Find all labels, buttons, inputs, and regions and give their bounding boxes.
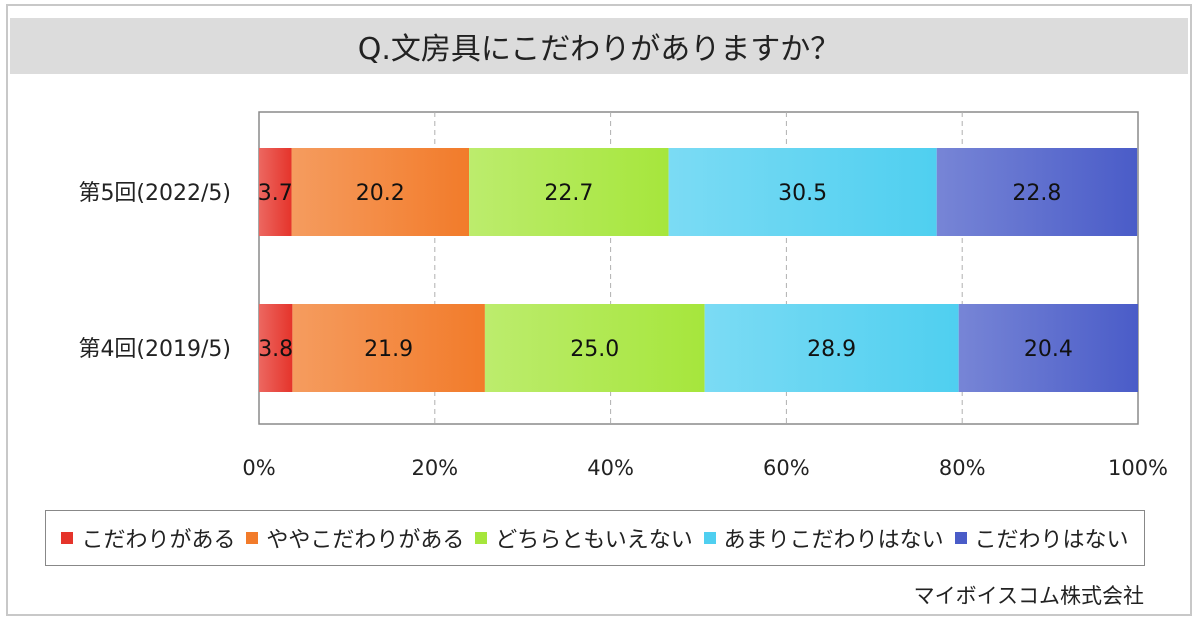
legend-swatch [61, 532, 74, 544]
legend-item: ややこだわりがある [246, 522, 464, 554]
data-label: 3.7 [258, 181, 293, 206]
data-label: 21.9 [364, 337, 413, 362]
category-label: 第5回(2022/5) [78, 181, 231, 206]
bar-segment [291, 148, 470, 236]
bar-segment [704, 304, 959, 392]
legend-swatch [954, 532, 967, 544]
bar-segment [469, 148, 669, 236]
data-label: 3.8 [258, 337, 293, 362]
x-tick-label: 80% [939, 456, 986, 480]
bar-segment [292, 304, 485, 392]
legend: こだわりがある ややこだわりがある どちらともいえない あまりこだわりはない こだわりは… [45, 510, 1145, 566]
data-label: 25.0 [570, 337, 619, 362]
data-label: 30.5 [778, 181, 827, 206]
x-tick-label: 100% [1108, 456, 1168, 480]
legend-item: こだわりはない [954, 522, 1129, 554]
bar-segment [259, 304, 293, 392]
data-label: 28.9 [807, 337, 856, 362]
bar-segment [958, 304, 1138, 392]
legend-item: こだわりがある [61, 522, 235, 554]
legend-label: どちらともいえない [495, 528, 693, 553]
x-tick-label: 0% [242, 456, 275, 480]
legend-swatch [475, 532, 488, 544]
x-tick-label: 40% [587, 456, 634, 480]
bar-segment [484, 304, 705, 392]
legend-label: こだわりがある [81, 528, 236, 553]
legend-label: こだわりはない [974, 528, 1129, 553]
legend-item: どちらともいえない [475, 522, 693, 554]
source-credit: マイボイスコム株式会社 [913, 584, 1144, 608]
legend-swatch [703, 532, 716, 544]
data-label: 22.8 [1012, 181, 1061, 206]
x-tick-label: 60% [763, 456, 810, 480]
legend-label: あまりこだわりはない [723, 528, 944, 553]
data-label: 22.7 [544, 181, 593, 206]
chart-title: Q.文房具にこだわりがありますか？ [10, 18, 1188, 74]
legend-item: あまりこだわりはない [703, 522, 944, 554]
category-label: 第4回(2019/5) [78, 337, 231, 362]
data-label: 20.4 [1024, 337, 1073, 362]
data-label: 20.2 [356, 181, 405, 206]
x-tick-label: 20% [411, 456, 458, 480]
bar-segment [936, 148, 1138, 236]
legend-swatch [246, 532, 259, 544]
bar-segment [259, 148, 292, 236]
bar-segment [668, 148, 937, 236]
legend-label: ややこだわりがある [266, 528, 465, 553]
